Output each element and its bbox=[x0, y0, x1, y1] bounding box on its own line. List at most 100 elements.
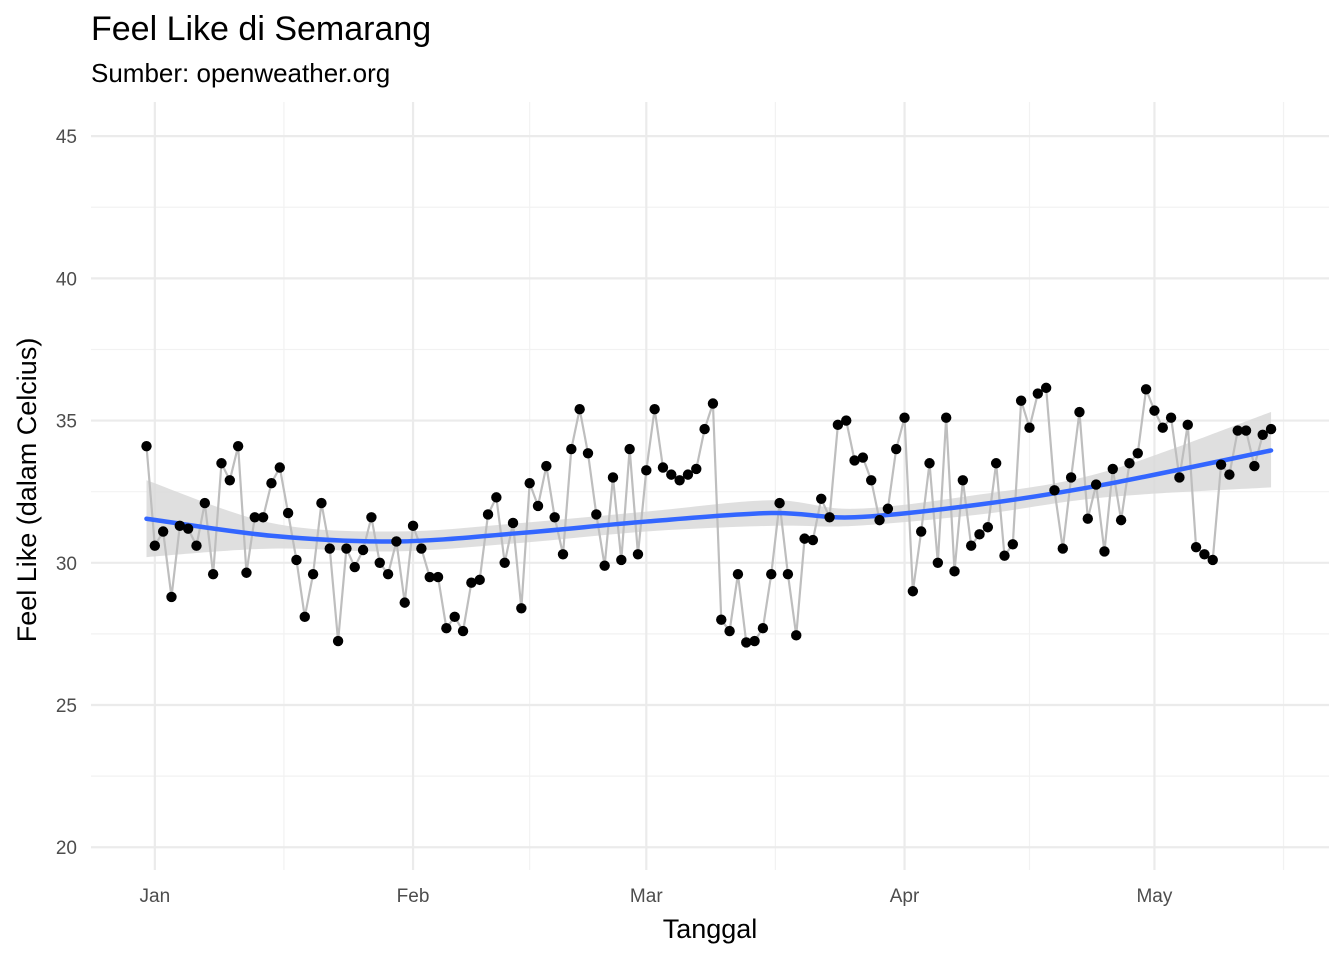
data-point bbox=[149, 540, 161, 551]
x-tick-label: Apr bbox=[890, 886, 920, 907]
smooth-confidence-band bbox=[146, 412, 1272, 558]
data-points-layer bbox=[141, 382, 1277, 648]
data-point bbox=[557, 549, 569, 560]
data-point bbox=[1174, 472, 1185, 483]
data-point bbox=[965, 540, 977, 551]
y-tick-label: 40 bbox=[56, 269, 77, 290]
data-point bbox=[491, 492, 502, 503]
data-point bbox=[1015, 395, 1027, 406]
data-point bbox=[224, 475, 235, 486]
data-point bbox=[591, 509, 602, 520]
data-point bbox=[1232, 425, 1243, 436]
data-point bbox=[949, 566, 960, 577]
data-point bbox=[457, 625, 469, 637]
data-point bbox=[1115, 514, 1127, 526]
data-point bbox=[724, 625, 735, 637]
y-tick-labels: 20 25 30 35 40 45 bbox=[56, 127, 77, 859]
data-point bbox=[907, 586, 919, 597]
data-point bbox=[499, 557, 510, 568]
data-point bbox=[416, 543, 427, 554]
data-point bbox=[1182, 419, 1193, 431]
data-point bbox=[141, 440, 152, 452]
data-point bbox=[316, 497, 327, 509]
chart-subtitle: Sumber: openweather.org bbox=[91, 58, 391, 88]
data-point bbox=[607, 472, 619, 483]
data-point bbox=[191, 540, 202, 551]
data-point bbox=[624, 443, 635, 455]
data-point bbox=[641, 465, 652, 476]
data-point bbox=[199, 497, 211, 509]
smooth-trend-line bbox=[144, 448, 1274, 544]
data-point bbox=[1215, 459, 1227, 470]
y-tick-label: 20 bbox=[56, 838, 77, 859]
data-point bbox=[832, 419, 844, 431]
data-point bbox=[749, 635, 760, 647]
data-point bbox=[1082, 513, 1093, 524]
data-point bbox=[174, 520, 186, 532]
data-point bbox=[291, 554, 302, 566]
data-point bbox=[432, 571, 444, 583]
data-point bbox=[374, 557, 385, 568]
data-point bbox=[774, 497, 785, 509]
data-point bbox=[599, 560, 610, 571]
raw-series-line-layer bbox=[145, 386, 1272, 644]
data-point bbox=[257, 512, 269, 523]
data-point bbox=[866, 475, 877, 486]
data-point bbox=[666, 469, 677, 480]
data-point bbox=[1265, 423, 1277, 435]
data-point bbox=[824, 512, 835, 523]
data-point bbox=[1007, 539, 1019, 550]
data-point bbox=[274, 462, 285, 473]
data-point bbox=[207, 568, 219, 580]
data-point bbox=[616, 554, 627, 566]
data-point bbox=[1040, 382, 1052, 394]
data-point bbox=[441, 623, 452, 634]
data-point bbox=[1032, 388, 1044, 399]
data-point bbox=[857, 452, 869, 463]
data-point bbox=[674, 475, 685, 486]
data-point bbox=[574, 404, 585, 415]
data-point bbox=[1090, 479, 1102, 490]
data-point bbox=[424, 571, 435, 583]
data-point bbox=[399, 597, 410, 608]
data-point bbox=[1107, 463, 1118, 475]
data-point bbox=[716, 614, 727, 625]
data-point bbox=[990, 458, 1002, 469]
data-point bbox=[782, 568, 794, 580]
y-tick-label: 30 bbox=[56, 554, 77, 575]
data-point bbox=[1140, 384, 1152, 395]
y-axis-title: Feel Like (dalam Celcius) bbox=[12, 338, 42, 643]
data-point bbox=[691, 463, 702, 475]
data-point bbox=[507, 517, 519, 529]
data-point bbox=[932, 557, 944, 568]
data-point bbox=[266, 477, 277, 489]
data-point bbox=[474, 574, 485, 586]
data-point bbox=[757, 623, 769, 634]
data-point bbox=[816, 493, 827, 504]
chart-title: Feel Like di Semarang bbox=[91, 10, 432, 48]
data-point bbox=[841, 415, 852, 426]
data-point bbox=[1057, 543, 1069, 554]
data-point bbox=[766, 568, 777, 580]
data-point bbox=[516, 603, 527, 614]
data-point bbox=[532, 500, 544, 512]
data-point bbox=[982, 522, 994, 533]
data-point bbox=[366, 512, 377, 523]
data-point bbox=[482, 509, 494, 520]
data-point bbox=[249, 512, 260, 523]
data-point bbox=[1074, 406, 1085, 418]
data-point bbox=[1257, 429, 1268, 440]
data-point bbox=[849, 455, 860, 466]
data-point bbox=[940, 412, 952, 423]
data-point bbox=[216, 458, 227, 469]
data-point bbox=[1157, 422, 1168, 433]
data-point bbox=[891, 443, 902, 455]
x-tick-labels: Jan Feb Mar Apr May bbox=[140, 886, 1173, 907]
data-point bbox=[799, 533, 810, 544]
data-point bbox=[741, 637, 752, 648]
data-point bbox=[791, 630, 802, 641]
data-point bbox=[549, 512, 560, 523]
x-axis-title: Tanggal bbox=[663, 914, 758, 944]
smooth-confidence-band-layer bbox=[146, 412, 1272, 558]
